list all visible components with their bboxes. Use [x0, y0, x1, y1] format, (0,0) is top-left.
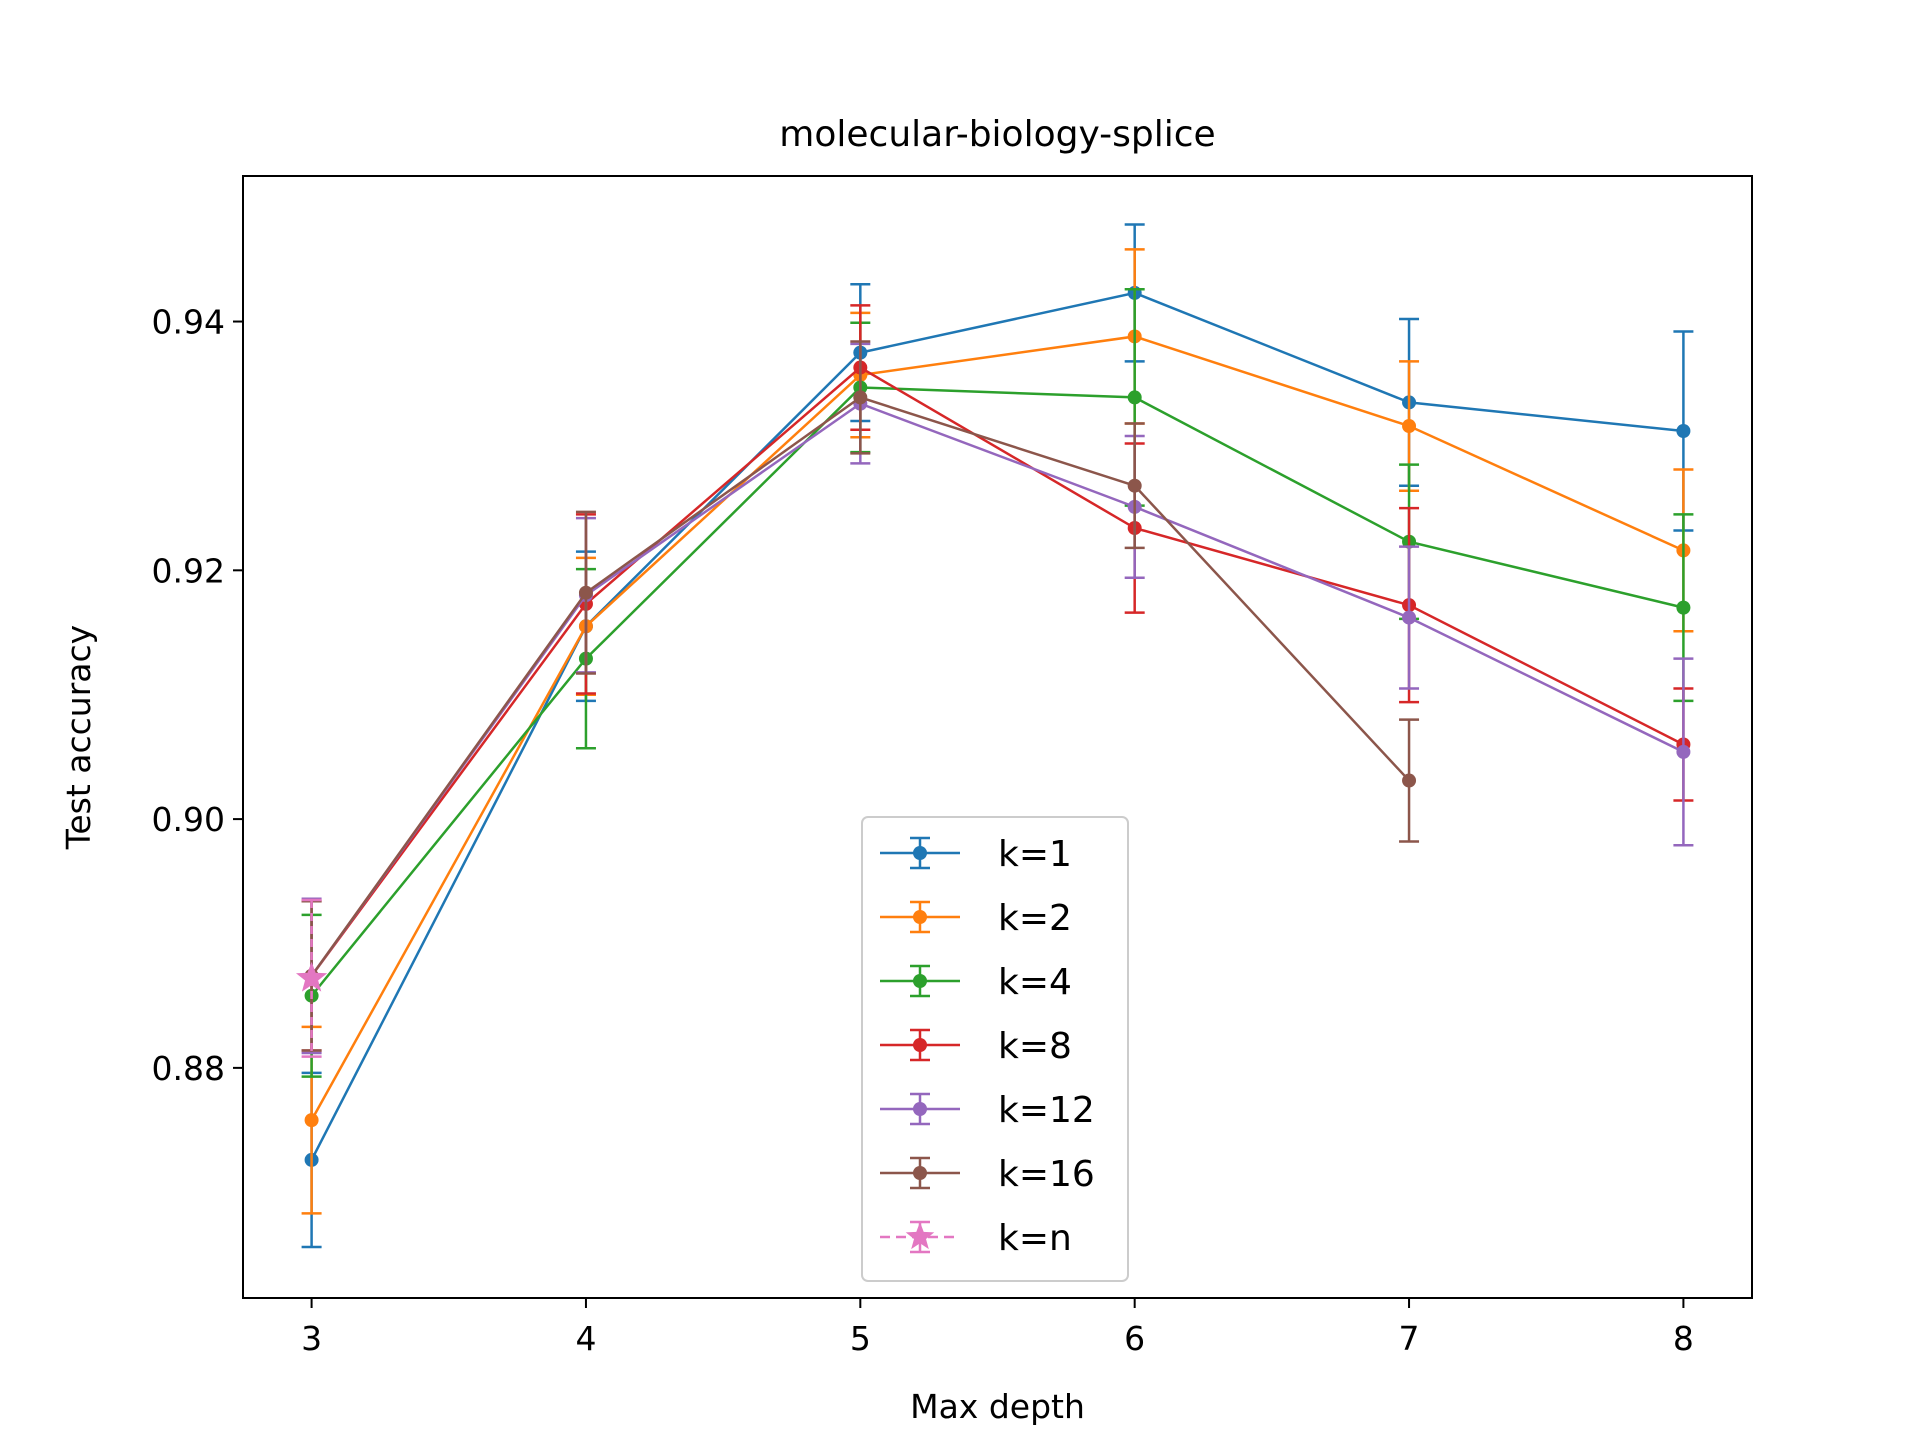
x-axis-label: Max depth: [910, 1387, 1085, 1426]
data-point: [578, 585, 593, 600]
legend-marker: [913, 1102, 927, 1116]
legend-label: k=4: [998, 962, 1072, 1003]
y-tick-label: 0.92: [152, 551, 225, 590]
legend-box: [861, 816, 1129, 1282]
legend-marker: [913, 910, 927, 924]
data-point: [853, 390, 868, 405]
data-point: [1676, 600, 1691, 615]
chart-title: molecular-biology-splice: [779, 114, 1215, 155]
x-tick-label: 7: [1399, 1319, 1420, 1358]
legend: k=1 k=2 k=4 k=8 k=12 k=16 k=n: [861, 816, 1129, 1282]
legend-marker: [913, 1166, 927, 1180]
legend-entry: k=n: [880, 1218, 1072, 1259]
data-series: [295, 223, 1694, 1249]
legend-label: k=12: [998, 1090, 1095, 1131]
legend-marker: [913, 846, 927, 860]
legend-entry: k=1: [880, 834, 1072, 875]
data-point: [1127, 390, 1142, 405]
data-point: [1676, 744, 1691, 759]
legend-entry: k=8: [880, 1026, 1072, 1067]
legend-label: k=16: [998, 1154, 1095, 1195]
data-point: [1676, 424, 1691, 438]
y-axis-label: Test accuracy: [59, 625, 98, 850]
series-line: [310, 386, 1684, 997]
legend-entry: k=16: [880, 1154, 1095, 1195]
data-point: [1402, 773, 1417, 788]
data-point: [1402, 610, 1417, 625]
series-line: [310, 366, 1684, 977]
axis-ticks: 3 4 5 6 7 8 0.88 0.90 0.92 0.94: [152, 303, 1694, 1358]
y-tick-label: 0.88: [152, 1049, 225, 1088]
x-tick-label: 6: [1124, 1319, 1145, 1358]
x-tick-label: 3: [301, 1319, 322, 1358]
legend-marker: [905, 1222, 935, 1250]
legend-entry: k=2: [880, 898, 1072, 939]
legend-label: k=8: [998, 1026, 1072, 1067]
legend-label: k=1: [998, 834, 1072, 875]
legend-label: k=n: [998, 1218, 1072, 1259]
data-point: [1402, 419, 1417, 434]
series-line: [310, 335, 1684, 1121]
data-point: [304, 1113, 319, 1128]
series-k=n: [295, 898, 328, 1058]
x-tick-label: 5: [850, 1319, 871, 1358]
x-tick-label: 4: [575, 1319, 596, 1358]
axes-frame: [242, 175, 1753, 1299]
legend-label: k=2: [998, 898, 1072, 939]
y-tick-label: 0.94: [152, 303, 225, 342]
legend-marker: [913, 1038, 927, 1052]
data-point: [295, 961, 328, 992]
data-point: [1127, 478, 1142, 493]
x-tick-label: 8: [1673, 1319, 1694, 1358]
legend-marker: [913, 974, 927, 988]
legend-entry: k=12: [880, 1090, 1095, 1131]
legend-entry: k=4: [880, 962, 1072, 1003]
y-tick-label: 0.90: [152, 800, 225, 839]
